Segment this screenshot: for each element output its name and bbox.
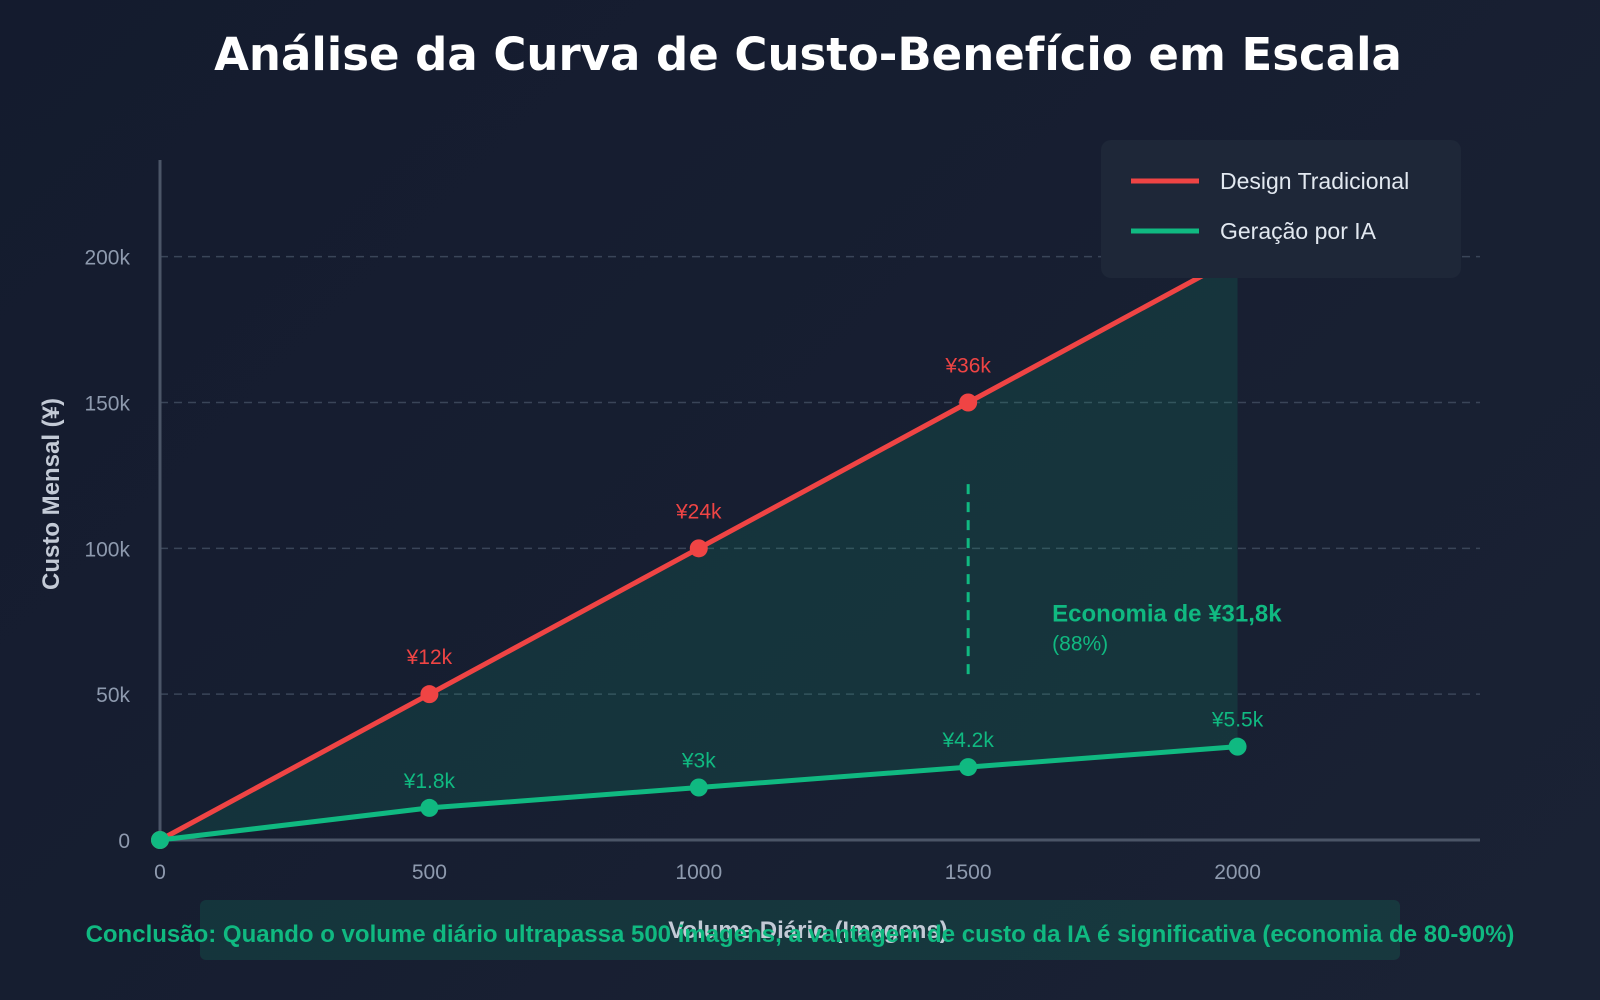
x-tick-label: 500 [412,861,447,884]
data-label: ¥36k [944,355,991,378]
data-point [1228,737,1247,756]
y-tick-label: 0 [118,830,130,853]
y-axis-title: Custo Mensal (¥) [38,398,65,590]
data-label: ¥5.5k [1211,709,1264,732]
data-label: ¥1.8k [403,770,456,793]
data-label: ¥4.2k [941,729,994,752]
conclusion-text: Conclusão: Quando o volume diário ultrap… [86,921,1515,948]
x-axis-title: Volume Diário (Imagens) [668,917,948,944]
grid-lines [160,255,1480,695]
data-point [689,539,708,558]
data-point [689,778,708,797]
data-point [959,393,978,412]
data-series: ¥12k¥24k¥36k¥48k¥1.8k¥3k¥4.2k¥5.5k [151,209,1264,849]
legend: Design Tradicional Geração por IA [1101,140,1461,278]
data-label: ¥12k [406,646,453,669]
legend-label-ai: Geração por IA [1220,218,1377,244]
data-point [420,798,439,817]
y-tick-label: 50k [96,684,130,707]
x-tick-label: 1000 [675,861,722,884]
x-tick-label: 1500 [945,861,992,884]
data-label: ¥3k [681,750,716,773]
legend-label-traditional: Design Tradicional [1220,168,1409,194]
x-tick-label: 2000 [1214,861,1261,884]
data-point [959,758,978,777]
x-tick-label: 0 [154,861,166,884]
axis-ticks: 0 50k 100k 150k 200k 0 500 1000 1500 2000 [84,247,1260,884]
savings-annotation-percent: (88%) [1052,632,1108,655]
conclusion-box [200,900,1400,960]
chart-title: Análise da Curva de Custo-Benefício em E… [214,28,1402,81]
legend-box [1101,140,1461,278]
data-point [151,831,169,849]
y-tick-label: 100k [84,538,130,561]
savings-annotation-text: Economia de ¥31,8k [1052,600,1282,627]
y-tick-label: 200k [84,247,130,270]
y-tick-label: 150k [84,393,130,416]
data-point [420,685,439,704]
data-label: ¥24k [675,500,722,523]
